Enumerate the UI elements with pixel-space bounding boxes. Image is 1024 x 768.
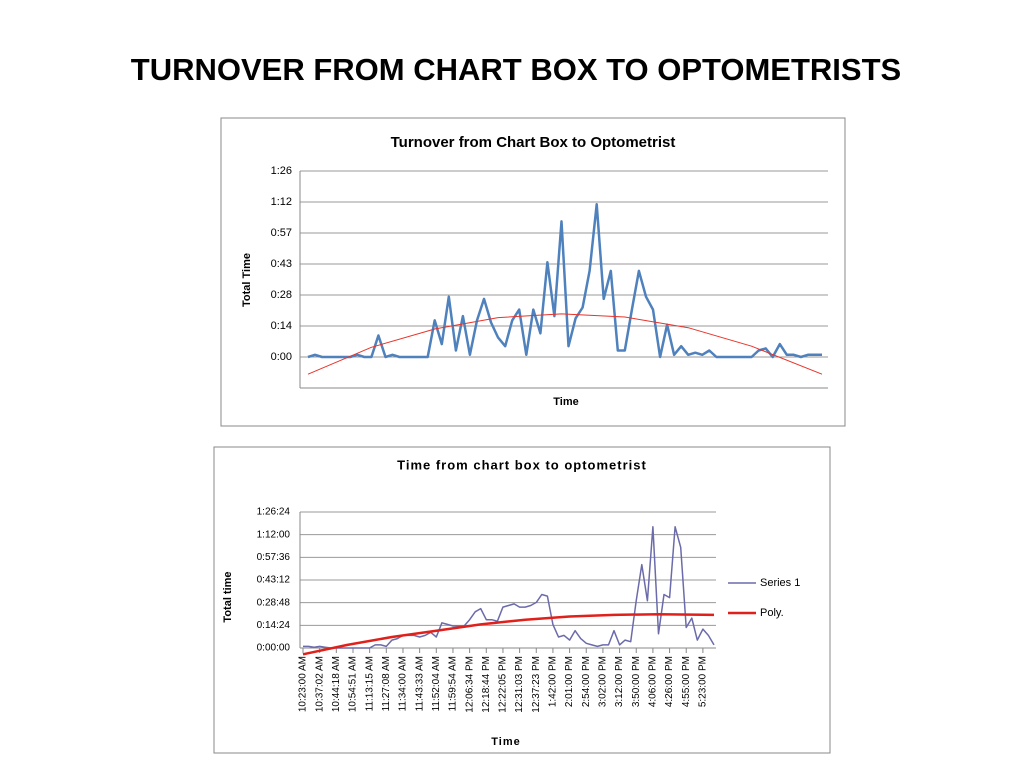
series-line	[307, 313, 823, 375]
x-tick-label: 10:37:02 AM	[314, 656, 325, 712]
y-tick-label: 1:12	[271, 196, 292, 208]
x-tick-label: 12:06:34 PM	[464, 656, 475, 713]
y-tick-label: 0:43:12	[257, 575, 291, 586]
x-tick-label: 4:26:00 PM	[664, 656, 675, 707]
series-line	[302, 612, 715, 656]
y-axis-label: Total time	[222, 571, 234, 622]
x-tick-label: 2:54:00 PM	[581, 656, 592, 707]
x-tick-label: 10:23:00 AM	[298, 656, 309, 712]
y-tick-label: 0:00:00	[257, 643, 291, 654]
x-tick-label: 11:59:54 AM	[448, 656, 459, 711]
y-tick-label: 1:26:24	[257, 507, 291, 518]
chart-frame	[213, 446, 831, 754]
x-tick-label: 4:06:00 PM	[648, 656, 659, 707]
chart-title: Time from chart box to optometrist	[397, 457, 647, 472]
y-tick-label: 0:57:36	[257, 552, 291, 563]
chart-title: Turnover from Chart Box to Optometrist	[391, 134, 676, 151]
x-tick-label: 3:50:00 PM	[631, 656, 642, 707]
y-tick-label: 0:28	[271, 289, 292, 301]
y-tick-label: 0:14	[271, 320, 292, 332]
x-axis-label: Time	[553, 396, 578, 408]
y-tick-label: 1:12:00	[257, 529, 291, 540]
x-tick-label: 1:42:00 PM	[548, 656, 559, 707]
x-tick-label: 12:22:05 PM	[498, 656, 509, 713]
x-tick-label: 2:01:00 PM	[564, 656, 575, 707]
y-tick-label: 1:26	[271, 165, 292, 177]
y-tick-label: 0:28:48	[257, 597, 291, 608]
y-tick-label: 0:14:24	[257, 620, 291, 631]
x-tick-label: 12:31:03 PM	[514, 656, 525, 713]
slide-title: TURNOVER FROM CHART BOX TO OPTOMETRISTS	[131, 52, 901, 87]
x-tick-label: 11:13:15 AM	[364, 656, 375, 711]
x-tick-label: 11:52:04 AM	[431, 656, 442, 711]
x-tick-label: 5:23:00 PM	[698, 656, 709, 707]
chart-frame	[220, 117, 846, 427]
x-tick-label: 11:27:08 AM	[381, 656, 392, 711]
x-tick-label: 11:43:33 AM	[414, 656, 425, 711]
x-tick-label: 10:44:18 AM	[331, 656, 342, 712]
x-tick-label: 4:55:00 PM	[681, 656, 692, 707]
legend-label: Series 1	[760, 577, 800, 589]
x-tick-label: 12:18:44 PM	[481, 656, 492, 713]
x-axis-label: Time	[491, 736, 520, 748]
y-tick-label: 0:57	[271, 227, 292, 239]
x-tick-label: 10:54:51 AM	[348, 656, 359, 712]
x-tick-label: 12:37:23 PM	[531, 656, 542, 713]
y-tick-label: 0:43	[271, 258, 292, 270]
series-line	[307, 202, 822, 359]
legend-label: Poly.	[760, 607, 784, 619]
y-tick-label: 0:00	[271, 351, 292, 363]
x-tick-label: 3:02:00 PM	[598, 656, 609, 707]
x-tick-label: 11:34:00 AM	[398, 656, 409, 711]
y-axis-label: Total Time	[241, 253, 253, 307]
x-tick-label: 3:12:00 PM	[614, 656, 625, 707]
series-line	[303, 526, 715, 649]
